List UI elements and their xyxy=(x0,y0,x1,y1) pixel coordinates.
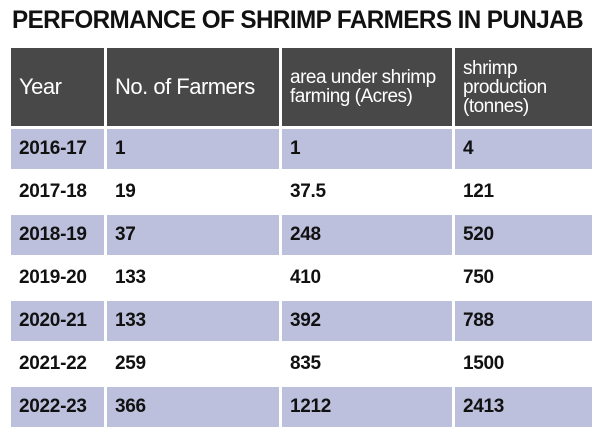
cell-farmers: 133 xyxy=(107,301,279,344)
cell-farmers: 133 xyxy=(107,258,279,301)
cell-year: 2018-19 xyxy=(11,215,104,258)
cell-production: 121 xyxy=(455,172,592,215)
cell-production: 4 xyxy=(455,129,592,172)
table-row: 2021-22 259 835 1500 xyxy=(11,344,592,387)
cell-year: 2016-17 xyxy=(11,129,104,172)
cell-year: 2020-21 xyxy=(11,301,104,344)
cell-production: 520 xyxy=(455,215,592,258)
cell-farmers: 366 xyxy=(107,387,279,430)
cell-area: 392 xyxy=(282,301,452,344)
cell-production: 788 xyxy=(455,301,592,344)
cell-area: 1212 xyxy=(282,387,452,430)
table-row: 2022-23 366 1212 2413 xyxy=(11,387,592,430)
cell-farmers: 19 xyxy=(107,172,279,215)
cell-area: 410 xyxy=(282,258,452,301)
table-row: 2016-17 1 1 4 xyxy=(11,129,592,172)
header-row: Year No. of Farmers area under shrimp fa… xyxy=(11,48,592,129)
cell-area: 248 xyxy=(282,215,452,258)
table-row: 2019-20 133 410 750 xyxy=(11,258,592,301)
cell-production: 1500 xyxy=(455,344,592,387)
header-production: shrimp production (tonnes) xyxy=(455,48,592,129)
cell-year: 2022-23 xyxy=(11,387,104,430)
shrimp-performance-table: Year No. of Farmers area under shrimp fa… xyxy=(8,48,595,430)
cell-area: 1 xyxy=(282,129,452,172)
cell-farmers: 259 xyxy=(107,344,279,387)
header-area: area under shrimp farming (Acres) xyxy=(282,48,452,129)
cell-farmers: 37 xyxy=(107,215,279,258)
header-farmers: No. of Farmers xyxy=(107,48,279,129)
cell-year: 2021-22 xyxy=(11,344,104,387)
table-row: 2017-18 19 37.5 121 xyxy=(11,172,592,215)
header-year: Year xyxy=(11,48,104,129)
cell-area: 37.5 xyxy=(282,172,452,215)
cell-production: 750 xyxy=(455,258,592,301)
cell-year: 2017-18 xyxy=(11,172,104,215)
table-row: 2018-19 37 248 520 xyxy=(11,215,592,258)
cell-production: 2413 xyxy=(455,387,592,430)
table-row: 2020-21 133 392 788 xyxy=(11,301,592,344)
cell-farmers: 1 xyxy=(107,129,279,172)
cell-area: 835 xyxy=(282,344,452,387)
cell-year: 2019-20 xyxy=(11,258,104,301)
table-title: PERFORMANCE OF SHRIMP FARMERS IN PUNJAB xyxy=(12,6,584,34)
